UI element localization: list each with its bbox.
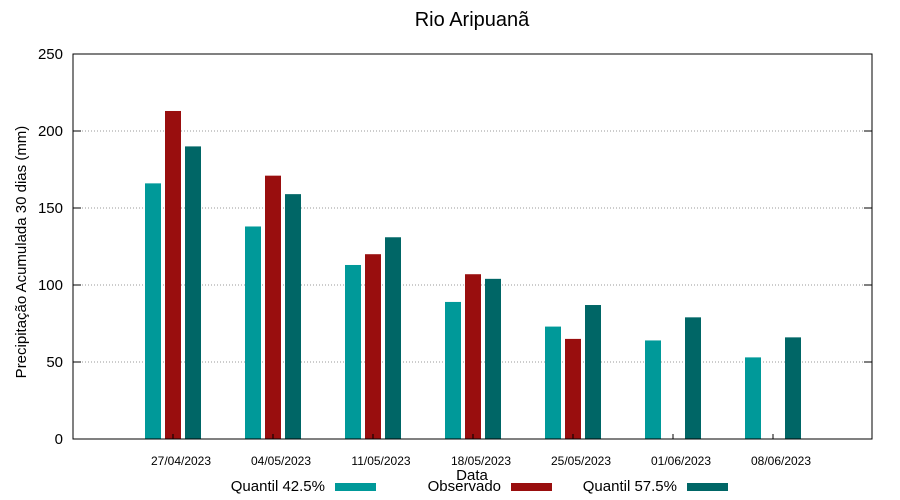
bar-quantil-42-5--4 [545,326,561,439]
bars [145,110,801,439]
bar-quantil-57-5--1 [285,194,301,439]
x-tick-label: 25/05/2023 [551,454,611,468]
y-tick-label: 50 [46,354,63,371]
legend: Quantil 42.5% Observado Quantil 57.5% [231,478,728,495]
legend-swatch [511,483,552,491]
x-tick-label: 11/05/2023 [351,454,410,468]
bar-observado-0 [165,110,181,439]
bar-quantil-42-5--1 [245,226,261,439]
bar-quantil-57-5--6 [785,337,801,439]
bar-quantil-57-5--2 [385,237,401,439]
x-tick-label: 01/06/2023 [651,454,711,468]
legend-swatch [335,483,376,491]
bar-observado-1 [265,175,281,439]
legend-label: Quantil 57.5% [583,478,677,495]
legend-swatch [687,483,728,491]
bar-quantil-57-5--4 [585,305,601,439]
y-tick-label: 0 [55,431,63,448]
bar-quantil-57-5--3 [485,278,501,439]
bar-quantil-57-5--0 [185,146,201,439]
y-tick-label: 250 [38,46,63,63]
bar-observado-3 [465,274,481,439]
bar-observado-4 [565,338,581,439]
y-tick-label: 150 [38,200,63,217]
axis-ticks: 0 50 100 150 200 250 27/04/2023 04/05/2023 11/05… [38,46,872,468]
bar-quantil-57-5--5 [685,317,701,439]
bar-quantil-42-5--3 [445,301,461,439]
y-tick-label: 100 [38,277,63,294]
chart-title: Rio Aripuanã [415,9,530,31]
bar-quantil-42-5--0 [145,183,161,439]
bar-quantil-42-5--6 [745,357,761,439]
x-tick-label: 18/05/2023 [451,454,511,468]
y-axis-label: Precipitação Acumulada 30 dias (mm) [13,126,30,379]
bar-quantil-42-5--2 [345,264,361,439]
x-tick-label: 04/05/2023 [251,454,311,468]
legend-label: Observado [428,478,501,495]
x-tick-label: 27/04/2023 [151,454,211,468]
y-tick-label: 200 [38,123,63,140]
x-axis-label: Data [456,467,488,484]
legend-label: Quantil 42.5% [231,478,325,495]
bar-quantil-42-5--5 [645,340,661,439]
bar-observado-2 [365,254,381,439]
x-tick-label: 08/06/2023 [751,454,811,468]
